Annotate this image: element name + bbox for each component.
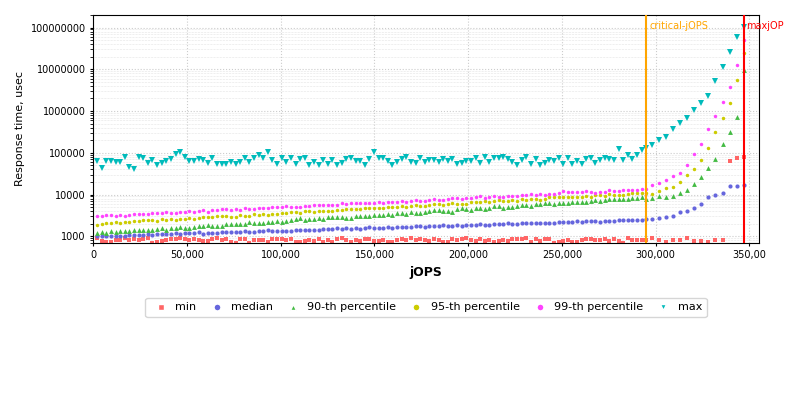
- Legend: min, median, 90-th percentile, 95-th percentile, 99-th percentile, max: min, median, 90-th percentile, 95-th per…: [146, 298, 706, 317]
- Y-axis label: Response time, usec: Response time, usec: [15, 71, 25, 186]
- Text: critical-jOPS: critical-jOPS: [649, 22, 708, 32]
- X-axis label: jOPS: jOPS: [410, 266, 442, 279]
- Text: maxjOP: maxjOP: [746, 22, 784, 32]
